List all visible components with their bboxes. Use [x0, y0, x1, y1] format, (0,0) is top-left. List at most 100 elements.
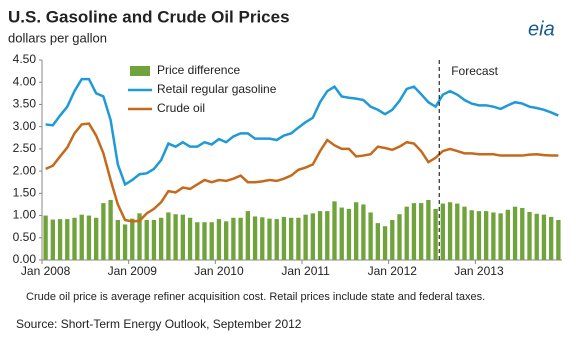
source: Source: Short-Term Energy Outlook, Septe…: [16, 317, 302, 331]
bar: [346, 208, 352, 260]
x-tick-label: Jan 2012: [368, 264, 418, 278]
bar: [267, 218, 272, 260]
bar: [209, 222, 214, 260]
legend-label: Crude oil: [157, 101, 205, 115]
bar: [238, 217, 243, 260]
x-tick-label: Jan 2011: [281, 264, 330, 278]
bar: [57, 219, 63, 260]
bar: [115, 220, 120, 260]
x-tick-label: Jan 2009: [108, 264, 158, 278]
bar: [303, 214, 308, 260]
bar: [289, 217, 294, 260]
bar: [180, 214, 185, 260]
bar: [224, 221, 229, 260]
bar: [433, 208, 438, 260]
legend-swatch: [130, 66, 150, 76]
bar: [72, 217, 77, 260]
logo: eia: [528, 18, 555, 40]
bar: [187, 217, 193, 260]
bar: [94, 217, 99, 260]
bar: [527, 212, 532, 260]
bar: [144, 220, 149, 260]
bar: [281, 216, 287, 260]
bar: [310, 213, 315, 260]
bar: [491, 212, 496, 260]
y-tick-label: 0.50: [13, 230, 37, 244]
bar: [368, 212, 373, 260]
bar: [549, 216, 554, 260]
bar: [397, 214, 402, 260]
y-tick-label: 1.00: [13, 208, 37, 222]
forecast-label: Forecast: [451, 64, 498, 78]
chart-subtitle: dollars per gallon: [8, 30, 107, 45]
bar: [79, 214, 84, 260]
bar: [520, 208, 525, 260]
bar: [484, 211, 489, 260]
line: [45, 77, 559, 187]
bar: [556, 220, 561, 260]
bar: [202, 222, 207, 260]
bar: [317, 211, 323, 260]
bar: [216, 219, 222, 260]
y-tick-label: 4.50: [13, 52, 37, 66]
bar: [173, 214, 178, 260]
bar: [534, 213, 539, 260]
bar: [43, 215, 48, 260]
bar: [541, 214, 547, 260]
bar: [339, 207, 344, 260]
y-tick-label: 3.50: [13, 97, 37, 111]
bar: [512, 206, 518, 260]
x-tick-label: Jan 2008: [21, 264, 71, 278]
bar: [361, 204, 366, 260]
footnote: Crude oil price is average refiner acqui…: [26, 291, 485, 303]
bar: [130, 218, 135, 260]
bar: [426, 200, 431, 260]
bar: [455, 203, 460, 260]
legend-label: Price difference: [157, 63, 240, 77]
bar: [231, 217, 236, 260]
bar: [505, 209, 510, 260]
bar: [375, 223, 380, 260]
bar: [469, 210, 474, 260]
chart-title: U.S. Gasoline and Crude Oil Prices: [8, 7, 290, 26]
bar: [440, 203, 445, 260]
y-tick-label: 2.00: [13, 163, 37, 177]
x-tick-label: Jan 2010: [194, 264, 244, 278]
bar: [382, 226, 388, 260]
bar: [411, 203, 417, 260]
bar: [447, 202, 453, 260]
line: [45, 122, 559, 223]
x-tick-label: Jan 2013: [454, 264, 504, 278]
bar: [354, 202, 359, 260]
bar: [404, 206, 409, 260]
bar: [195, 222, 200, 260]
bar: [101, 203, 106, 260]
y-tick-label: 3.00: [13, 119, 37, 133]
bar: [137, 213, 142, 260]
bar: [86, 215, 92, 260]
bar: [108, 200, 113, 260]
bar: [166, 212, 171, 260]
y-tick-label: 0.00: [13, 252, 37, 266]
y-tick-label: 2.50: [13, 141, 37, 155]
bar: [498, 213, 503, 260]
bar: [260, 217, 265, 260]
bar: [332, 201, 337, 260]
y-tick-label: 4.00: [13, 74, 37, 88]
bar: [252, 216, 258, 260]
bar: [245, 211, 250, 260]
bar: [296, 217, 301, 260]
bar: [65, 219, 70, 260]
y-tick-label: 1.50: [13, 186, 37, 200]
bar: [159, 217, 164, 260]
bar: [151, 220, 157, 260]
bar: [476, 211, 482, 260]
bar: [274, 219, 279, 260]
bar: [462, 206, 467, 260]
bar: [50, 219, 55, 260]
bar: [122, 224, 128, 260]
bar: [419, 203, 424, 260]
legend-label: Retail regular gasoline: [157, 82, 277, 96]
bar: [390, 220, 395, 260]
